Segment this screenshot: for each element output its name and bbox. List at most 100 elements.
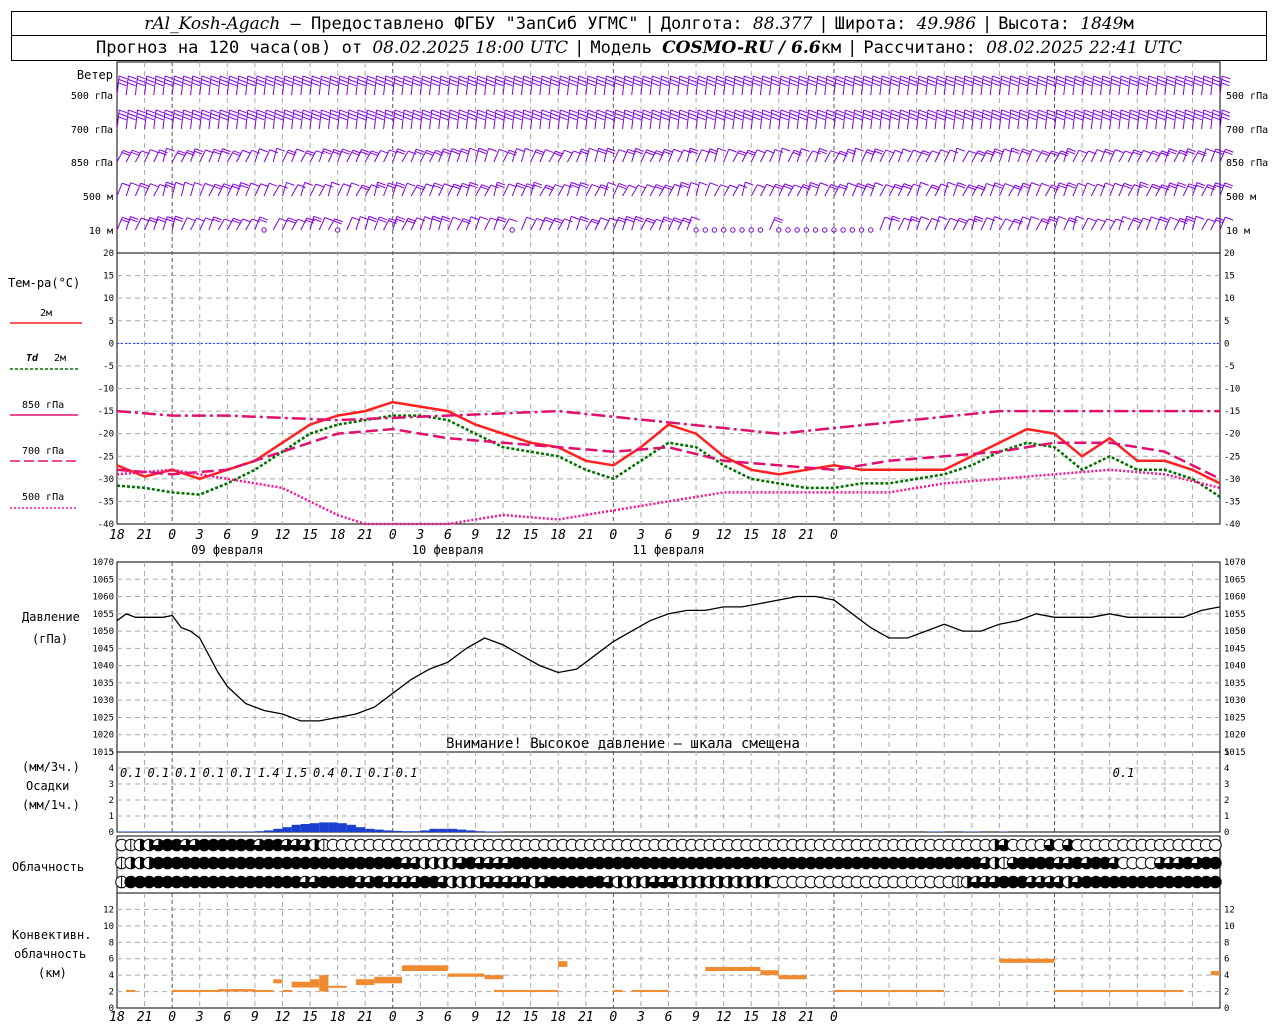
wind-barb-feather bbox=[312, 218, 322, 223]
wind-barb bbox=[539, 109, 543, 130]
wind-barb-feather bbox=[553, 219, 563, 224]
pressure-unit: (гПа) bbox=[32, 632, 68, 646]
wind-barb bbox=[815, 75, 819, 96]
wind-barb-feather bbox=[717, 147, 727, 152]
cloud-symbol bbox=[519, 875, 533, 889]
wind-barb bbox=[631, 75, 635, 96]
wind-barb-feather bbox=[596, 112, 605, 117]
hour-tick: 18 bbox=[330, 528, 346, 543]
wind-barb bbox=[732, 109, 736, 130]
wind-barb-feather bbox=[306, 217, 315, 222]
wind-barb bbox=[190, 217, 198, 231]
wind-barb bbox=[1210, 75, 1214, 96]
wind-barb bbox=[1081, 75, 1085, 96]
wind-barb bbox=[943, 109, 947, 130]
wind-barb-feather bbox=[1060, 150, 1069, 155]
wind-barb-feather bbox=[829, 186, 839, 191]
wind-barb-feather bbox=[357, 112, 366, 117]
wind-barb-feather bbox=[477, 112, 486, 117]
wind-barb-feather bbox=[632, 116, 642, 121]
wind-barb bbox=[465, 216, 472, 231]
wind-barb-feather bbox=[734, 109, 744, 114]
precip-unit-3h: (мм/3ч.) bbox=[22, 760, 80, 774]
wind-barb-feather bbox=[545, 149, 554, 154]
wind-barb bbox=[594, 109, 598, 130]
wind-barb-feather bbox=[625, 218, 635, 223]
wind-barb-feather bbox=[845, 109, 854, 114]
hour-tick-bottom: 3 bbox=[415, 1010, 424, 1024]
station-name: rAl_Kosh-Agach bbox=[144, 13, 281, 34]
wind-barb bbox=[235, 75, 240, 96]
wind-barb-feather bbox=[385, 75, 394, 80]
wind-barb bbox=[1017, 148, 1024, 163]
wind-barb bbox=[1210, 109, 1214, 130]
cloud-symbol bbox=[482, 875, 496, 889]
temp-series-2м bbox=[116, 400, 1221, 485]
wind-barb-feather bbox=[1087, 217, 1097, 222]
wind-barb-feather bbox=[1010, 78, 1019, 83]
wind-barb-feather bbox=[541, 112, 550, 117]
wind-barb-feather bbox=[652, 109, 661, 114]
cloud-symbol bbox=[1025, 875, 1038, 889]
wind-barb-feather bbox=[844, 78, 854, 83]
wind-barb-feather bbox=[899, 82, 908, 87]
wind-barb bbox=[300, 109, 304, 130]
wind-barb-feather bbox=[968, 218, 978, 223]
hour-tick: 6 bbox=[444, 528, 452, 543]
wind-barb-feather bbox=[141, 217, 150, 222]
wind-barb bbox=[1017, 109, 1021, 130]
wind-barb bbox=[594, 75, 598, 96]
wind-barb-feather bbox=[872, 112, 881, 117]
cloud-three-quarter bbox=[281, 839, 293, 851]
wind-barb-feather bbox=[973, 78, 982, 83]
cloud-three-quarter bbox=[299, 876, 312, 888]
wind-barb-feather bbox=[801, 148, 810, 152]
wind-barb-feather bbox=[968, 150, 978, 155]
wind-barb-feather bbox=[872, 75, 882, 80]
wind-barb bbox=[962, 109, 966, 130]
wind-barb-feather bbox=[931, 217, 941, 222]
wind-barb-feather bbox=[642, 109, 652, 114]
wind-barb bbox=[1035, 109, 1039, 130]
forecast-prefix: Прогноз на 120 часа(ов) от bbox=[96, 38, 363, 58]
wind-barb-feather bbox=[130, 182, 139, 187]
wind-barb-feather bbox=[183, 75, 192, 80]
wind-barb-feather bbox=[256, 109, 266, 114]
wind-barb-feather bbox=[606, 150, 615, 155]
wind-barb-feather bbox=[467, 82, 476, 87]
wind-barb bbox=[622, 109, 626, 130]
wind-barb-feather bbox=[708, 150, 718, 155]
wind-barb-feather bbox=[656, 184, 665, 188]
wind-barb-feather bbox=[127, 112, 137, 117]
wind-barb-feather bbox=[910, 218, 919, 223]
wind-barb bbox=[906, 109, 911, 130]
wind-barb bbox=[419, 75, 423, 96]
wind-barb bbox=[778, 109, 782, 130]
wind-barb-feather bbox=[182, 78, 192, 83]
wind-barb-feather bbox=[366, 78, 376, 83]
pressure-line bbox=[116, 595, 1221, 722]
wind-barb bbox=[989, 148, 996, 163]
wind-barb bbox=[474, 109, 479, 130]
hour-tick: 3 bbox=[636, 528, 645, 543]
wind-barb-feather bbox=[348, 112, 357, 117]
wind-barb-feather bbox=[205, 149, 214, 154]
wind-barb-feather bbox=[514, 109, 523, 114]
wind-barb bbox=[346, 109, 350, 130]
wind-barb bbox=[723, 184, 731, 197]
wind-barb bbox=[1008, 109, 1012, 130]
legend-t2m: 2м bbox=[40, 308, 52, 319]
wind-barb-feather bbox=[623, 82, 633, 87]
wind-barb-feather bbox=[808, 75, 817, 80]
wind-barb bbox=[989, 109, 993, 130]
wind-barb-feather bbox=[178, 150, 187, 155]
wind-barb-feather bbox=[330, 78, 339, 83]
wind-calm bbox=[739, 227, 745, 233]
wind-barb-feather bbox=[973, 75, 983, 80]
wind-barb-feather bbox=[376, 109, 385, 114]
wind-barb-feather bbox=[578, 75, 587, 80]
wind-barb-feather bbox=[174, 109, 183, 114]
precip-ytick-right: 4 bbox=[1224, 764, 1229, 774]
wind-barb-feather bbox=[605, 116, 614, 121]
wind-barb-feather bbox=[504, 116, 513, 121]
